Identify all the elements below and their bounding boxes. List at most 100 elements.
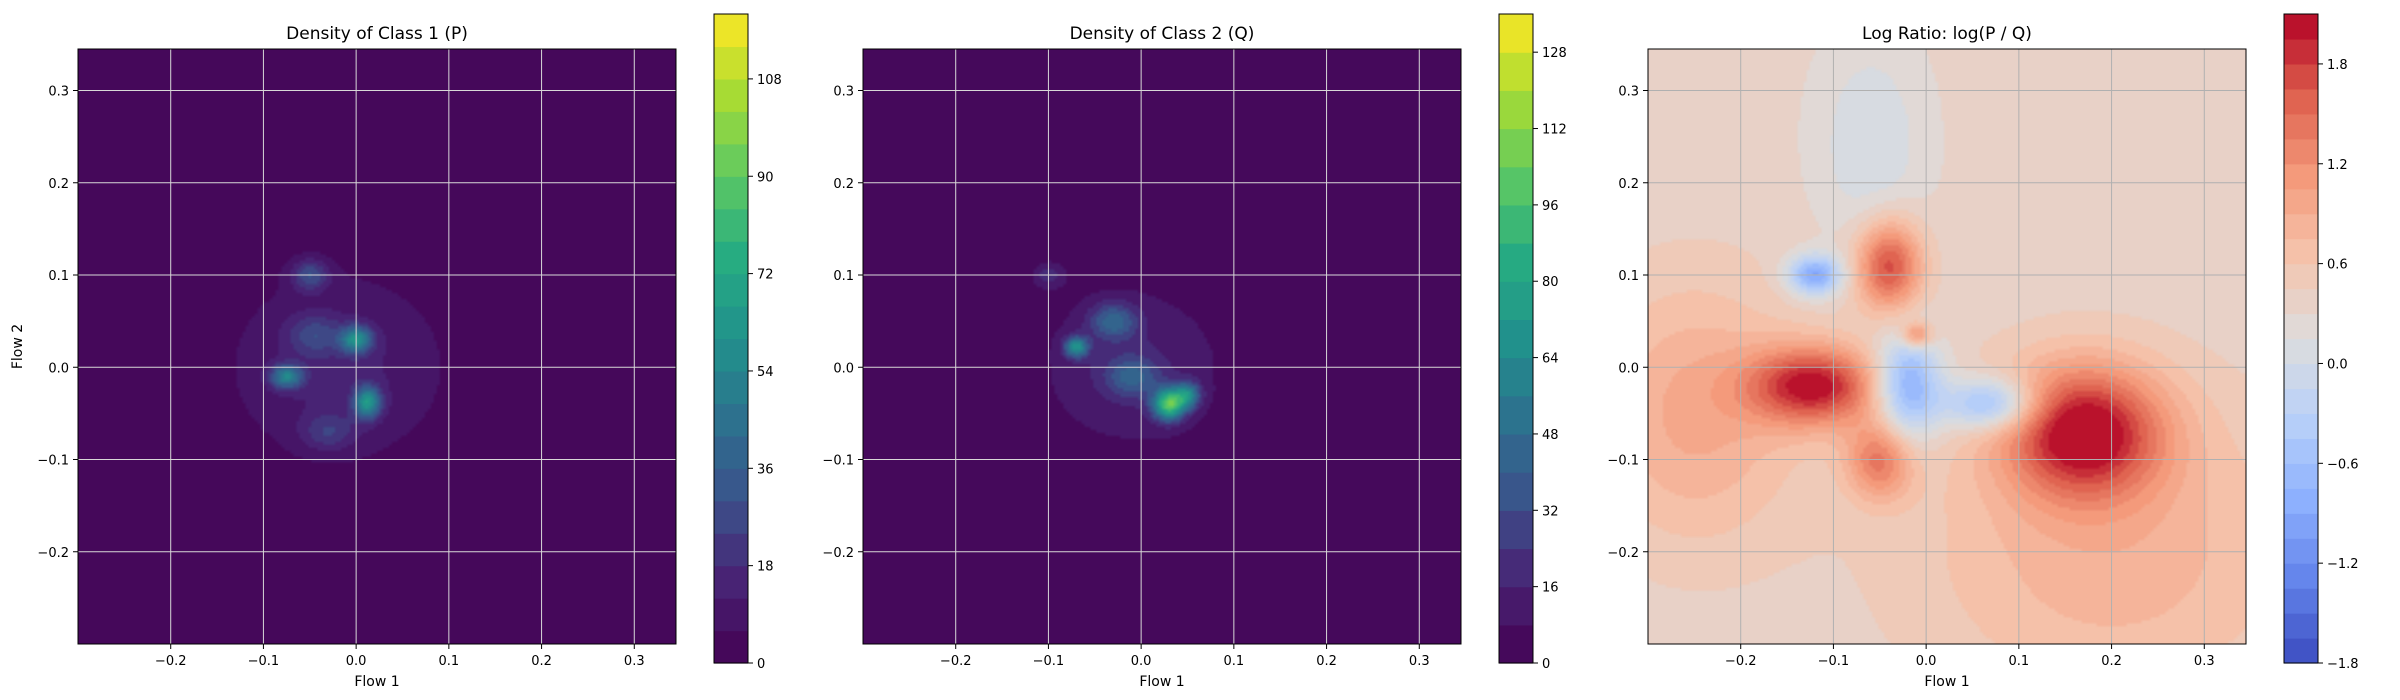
x-axis-label: Flow 1 (1139, 674, 1184, 690)
x-tick-label: 0.2 (1316, 654, 1337, 669)
colorbar-band (2284, 438, 2318, 464)
colorbar-band (714, 533, 748, 567)
colorbar-band (714, 241, 748, 275)
colorbar-band (714, 468, 748, 502)
x-tick-label: 0.3 (624, 654, 645, 669)
colorbar-tick-label: 80 (1542, 275, 1559, 290)
colorbar-frame (713, 13, 749, 664)
colorbar-band (1499, 243, 1533, 282)
colorbar-band (2284, 313, 2318, 340)
x-axis-label: Flow 1 (354, 674, 399, 690)
colorbar-tick-label: 0 (757, 657, 765, 672)
y-tick-label: 0.3 (833, 85, 854, 100)
colorbar-tick-label: 54 (757, 365, 774, 380)
colorbar-band (2284, 14, 2318, 40)
colorbar-band (2284, 413, 2318, 439)
colorbar-band (714, 435, 748, 469)
colorbar-tick-label: −0.6 (2327, 457, 2359, 472)
colorbar-band (2284, 588, 2318, 614)
y-tick-label: 0.0 (1618, 361, 1639, 376)
colorbar-tick-label: 72 (757, 268, 774, 283)
colorbar-band (1499, 586, 1533, 626)
colorbar-band (1499, 128, 1533, 168)
axes-frame (862, 48, 1462, 645)
x-tick-label: 0.0 (346, 654, 367, 669)
colorbar-band (2284, 263, 2318, 290)
colorbar-tick-label: 1.8 (2327, 58, 2348, 73)
y-tick-label: 0.2 (48, 177, 69, 192)
colorbar-band (714, 598, 748, 632)
colorbar-tick-label: 36 (757, 462, 774, 477)
colorbar-band (2284, 388, 2318, 414)
axes-frame (1647, 48, 2247, 645)
colorbar: 0 16 32 48 64 80 96 112 128 (1498, 13, 1567, 672)
colorbar-band (714, 208, 748, 242)
colorbar-tick-label: 0.0 (2327, 357, 2348, 372)
colorbar-band (714, 338, 748, 372)
x-tick-label: −0.1 (1818, 654, 1850, 669)
colorbar-band (1499, 548, 1533, 588)
x-axis-label: Flow 1 (1924, 674, 1969, 690)
colorbar-band (2284, 563, 2318, 589)
colorbar-tick-label: 64 (1542, 352, 1559, 367)
colorbar: −1.8 −1.2 −0.6 0.0 0.6 1.2 1.8 (2283, 13, 2359, 672)
y-tick-label: −0.2 (37, 546, 69, 561)
colorbar-band (2284, 513, 2318, 539)
colorbar-tick-label: 90 (757, 170, 774, 185)
colorbar-band (2284, 613, 2318, 639)
y-tick-label: 0.1 (833, 269, 854, 284)
colorbar-band (714, 78, 748, 112)
colorbar-band (714, 306, 748, 340)
subplot-title: Density of Class 2 (Q) (1070, 24, 1255, 44)
colorbar-band (714, 273, 748, 307)
colorbar-band (714, 176, 748, 210)
colorbar-band (1499, 166, 1533, 206)
colorbar-band (1499, 14, 1533, 53)
colorbar-tick-label: 1.2 (2327, 158, 2348, 173)
x-tick-label: −0.2 (1725, 654, 1757, 669)
colorbar-band (1499, 204, 1533, 244)
y-tick-label: 0.1 (1618, 269, 1639, 284)
x-tick-label: 0.3 (1409, 654, 1430, 669)
colorbar-band (1499, 357, 1533, 397)
x-tick-label: 0.3 (2194, 654, 2215, 669)
colorbar-band (714, 500, 748, 534)
colorbar-band (2284, 238, 2318, 265)
colorbar-band (1499, 281, 1533, 321)
y-tick-label: −0.1 (1607, 454, 1639, 469)
density-field (78, 49, 676, 644)
colorbar-band (2284, 538, 2318, 564)
subplot-2: −0.2 −0.1 0.0 0.1 0.2 0.3 −0.2 −0.1 0.0 0.1 0.2 0.3… (822, 13, 1567, 690)
subplot-title: Log Ratio: log(P / Q) (1862, 24, 2032, 44)
colorbar-band (2284, 113, 2318, 140)
colorbar-band (2284, 138, 2318, 165)
colorbar-tick-label: 128 (1542, 46, 1567, 61)
colorbar: 0 18 36 54 72 90 108 (713, 13, 782, 672)
colorbar-band (2284, 638, 2318, 664)
colorbar-band (714, 111, 748, 145)
colorbar-frame (2283, 13, 2319, 664)
colorbar-band (1499, 52, 1533, 91)
colorbar-tick-label: 0 (1542, 657, 1550, 672)
colorbar-tick-label: 18 (757, 560, 774, 575)
colorbar-tick-label: 112 (1542, 123, 1567, 138)
colorbar-tick-label: −1.8 (2327, 657, 2359, 672)
colorbar-tick-label: 0.6 (2327, 258, 2348, 273)
colorbar-band (1499, 624, 1533, 664)
y-tick-label: 0.3 (1618, 85, 1639, 100)
colorbar-band (2284, 363, 2318, 390)
colorbar-band (1499, 90, 1533, 130)
colorbar-band (714, 403, 748, 437)
x-tick-label: −0.2 (155, 654, 187, 669)
x-tick-label: −0.1 (248, 654, 280, 669)
y-tick-label: −0.1 (37, 454, 69, 469)
colorbar-band (2284, 38, 2318, 65)
x-tick-label: 0.2 (2101, 654, 2122, 669)
x-tick-label: 0.0 (1916, 654, 1937, 669)
colorbar-band (1499, 395, 1533, 435)
colorbar-band (1499, 472, 1533, 511)
colorbar-band (714, 565, 748, 599)
colorbar-band (2284, 63, 2318, 90)
colorbar-tick-label: 108 (757, 73, 782, 88)
